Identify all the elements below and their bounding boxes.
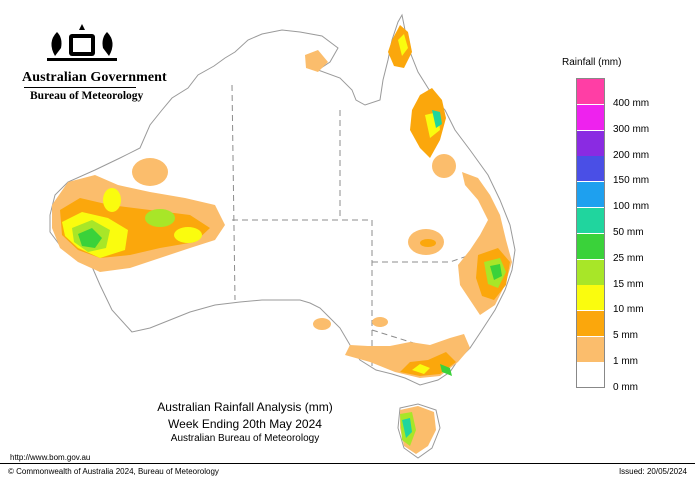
legend-label: 50 mm xyxy=(613,227,644,238)
legend-swatch xyxy=(577,285,604,311)
legend-label: 1 mm xyxy=(613,356,638,367)
legend-label: 5 mm xyxy=(613,330,638,342)
coat-of-arms-logo xyxy=(22,22,142,69)
legend-swatch xyxy=(577,104,604,130)
legend-color-scale xyxy=(576,78,605,388)
legend-label: 15 mm xyxy=(613,278,644,290)
legend-swatch xyxy=(577,156,604,182)
legend-label: 25 mm xyxy=(613,252,644,264)
legend-label: 100 mm xyxy=(613,201,650,213)
legend-swatch xyxy=(577,311,604,337)
legend-swatch xyxy=(577,233,604,259)
legend-swatch xyxy=(577,79,604,104)
agency-title: Bureau of Meteorology xyxy=(30,90,144,102)
header-divider xyxy=(24,87,136,88)
legend-title: Rainfall (mm) xyxy=(562,57,622,68)
legend-swatch xyxy=(577,337,604,362)
legend-swatch xyxy=(577,259,604,285)
map-credit: Australian Bureau of Meteorology xyxy=(170,433,320,444)
legend-swatch xyxy=(577,130,604,156)
footer-divider xyxy=(0,463,695,464)
map-subtitle: Week Ending 20th May 2024 xyxy=(168,417,322,431)
copyright-text: © Commonwealth of Australia 2024, Bureau… xyxy=(8,467,219,476)
coat-of-arms-icon xyxy=(47,24,117,61)
government-title: Australian Government xyxy=(22,70,167,85)
legend-swatch xyxy=(577,182,604,208)
website-link[interactable]: http://www.bom.gov.au xyxy=(10,453,91,462)
issued-date: Issued: 20/05/2024 xyxy=(618,467,687,476)
legend-swatch xyxy=(577,208,604,233)
legend-label: 10 mm xyxy=(613,304,644,316)
rainfall-regions xyxy=(52,25,512,454)
legend-label: 400 mm xyxy=(613,98,650,109)
legend-label: 200 mm xyxy=(613,149,650,161)
map-title: Australian Rainfall Analysis (mm) xyxy=(157,400,333,414)
legend-label: 0 mm xyxy=(613,381,638,393)
legend-label: 150 mm xyxy=(613,175,650,187)
australia-mainland-outline xyxy=(49,13,516,386)
legend-swatch xyxy=(577,362,604,387)
legend-label: 300 mm xyxy=(613,123,650,135)
